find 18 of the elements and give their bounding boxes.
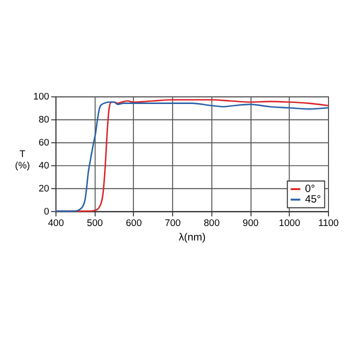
legend-label: 45° bbox=[305, 194, 321, 206]
y-tick-label: 40 bbox=[38, 160, 50, 172]
x-tick-label: 400 bbox=[48, 218, 64, 229]
x-tick-label: 1100 bbox=[318, 218, 339, 229]
x-tick-label: 600 bbox=[126, 218, 142, 229]
x-tick-label: 700 bbox=[164, 218, 181, 229]
x-axis-title: λ(nm) bbox=[178, 231, 206, 244]
x-tick-label: 500 bbox=[86, 218, 103, 229]
y-tick-label: 100 bbox=[33, 92, 50, 103]
y-axis-title: T (%) bbox=[15, 149, 30, 172]
y-tick-label: 0 bbox=[44, 206, 50, 218]
y-tick-label: 80 bbox=[38, 114, 50, 126]
x-tick-label: 1000 bbox=[278, 218, 300, 229]
x-tick-label: 800 bbox=[204, 218, 220, 229]
y-tick-label: 20 bbox=[38, 184, 50, 195]
x-tick-label: 900 bbox=[242, 218, 259, 229]
legend-label: 0° bbox=[305, 182, 316, 195]
y-tick-label: 60 bbox=[38, 138, 50, 149]
